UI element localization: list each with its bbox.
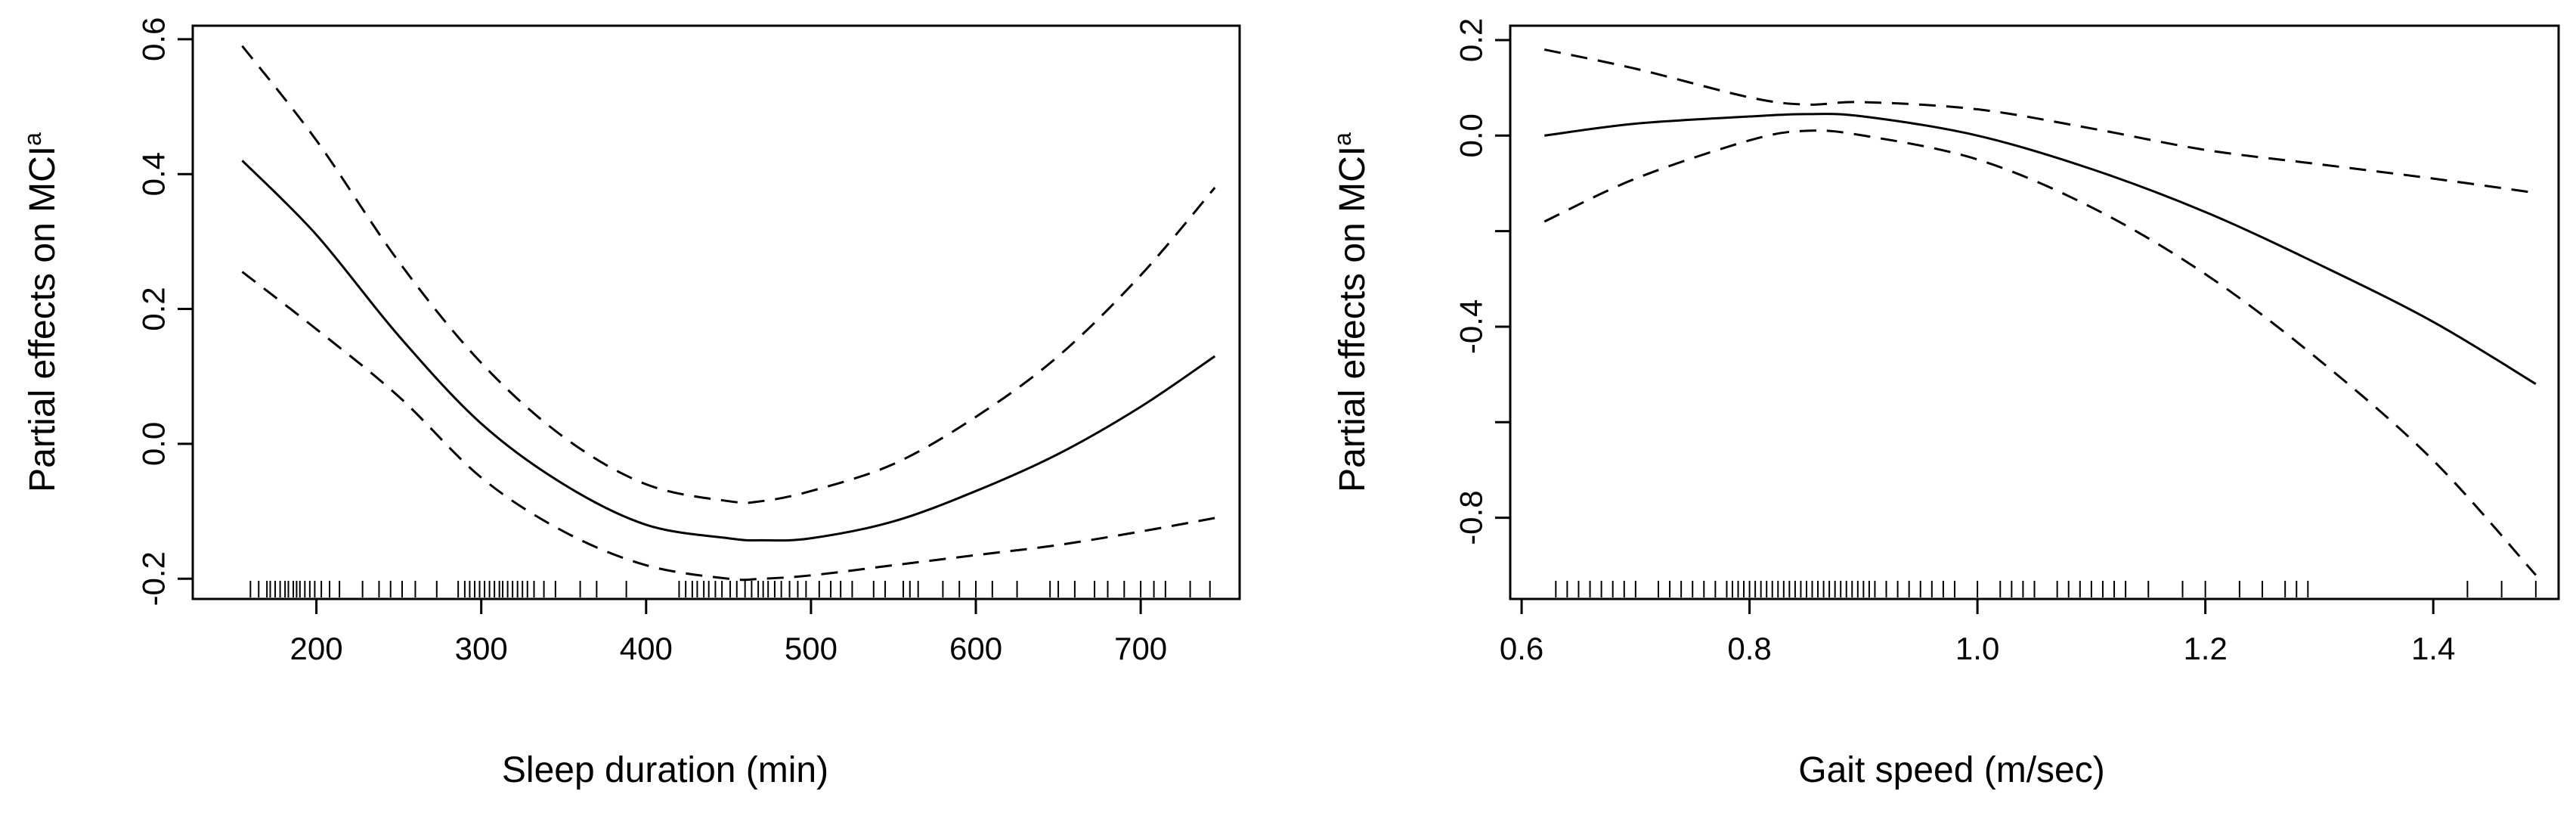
y-axis-title-superscript: a	[1329, 132, 1356, 146]
y-tick-label: 0.2	[1454, 18, 1489, 62]
rug-marks	[249, 581, 1211, 597]
confidence-band-line	[241, 45, 1216, 504]
x-tick-label: 700	[1114, 631, 1167, 666]
y-axis: -0.2 0.0 0.2 0.4 0.6	[136, 17, 194, 606]
x-tick-label: 400	[620, 631, 673, 666]
curves	[241, 45, 1216, 582]
x-tick-label: 1.2	[2183, 631, 2227, 666]
rug-marks	[1555, 581, 2537, 597]
x-tick-label: 300	[455, 631, 508, 666]
y-tick-label: 0.6	[136, 17, 172, 61]
x-tick-label: 0.6	[1500, 631, 1543, 666]
y-tick-label: 0.4	[136, 152, 172, 196]
y-axis: -0.8 -0.4 0.0 0.2	[1454, 18, 1512, 545]
x-axis-title: Sleep duration (min)	[502, 750, 828, 790]
x-tick-label: 200	[290, 631, 343, 666]
x-tick-label: 1.0	[1955, 631, 1999, 666]
y-axis-title-text: Partial effects on MCI	[1333, 146, 1373, 492]
x-tick-label: 500	[785, 631, 838, 666]
x-axis: 0.6 0.8 1.0 1.2 1.4	[1500, 597, 2455, 666]
x-tick-label: 1.4	[2411, 631, 2455, 666]
y-tick-label: -0.2	[136, 551, 172, 606]
y-axis-title: Partial effects on MCIa	[19, 132, 63, 492]
y-tick-label: -0.4	[1454, 299, 1489, 354]
y-tick-label: -0.8	[1454, 490, 1489, 545]
y-axis-title-text: Partial effects on MCI	[23, 146, 63, 492]
x-tick-label: 0.8	[1727, 631, 1771, 666]
y-axis-title: Partial effects on MCIa	[1329, 132, 1373, 492]
y-tick-label: 0.2	[136, 287, 172, 330]
y-tick-label: 0.0	[136, 422, 172, 466]
confidence-band-line	[1543, 129, 2537, 576]
x-axis: 200 300 400 500 600 700	[290, 597, 1167, 666]
confidence-band-line	[1543, 48, 2537, 194]
y-tick-label: 0.0	[1454, 113, 1489, 157]
estimate-line	[1544, 113, 2537, 386]
curves	[1543, 48, 2537, 576]
sleep-duration-panel: 200 300 400 500 600 700 -0.2 0.0 0.2 0.4 0.6 Slee…	[19, 17, 1241, 790]
y-axis-title-superscript: a	[19, 132, 46, 146]
estimate-line	[241, 160, 1216, 542]
x-tick-label: 600	[949, 631, 1002, 666]
confidence-band-line	[241, 271, 1215, 582]
x-axis-title: Gait speed (m/sec)	[1798, 750, 2104, 790]
gait-speed-panel: 0.6 0.8 1.0 1.2 1.4 -0.8 -0.4 0.0 0.2 Gait spee…	[1329, 18, 2560, 790]
